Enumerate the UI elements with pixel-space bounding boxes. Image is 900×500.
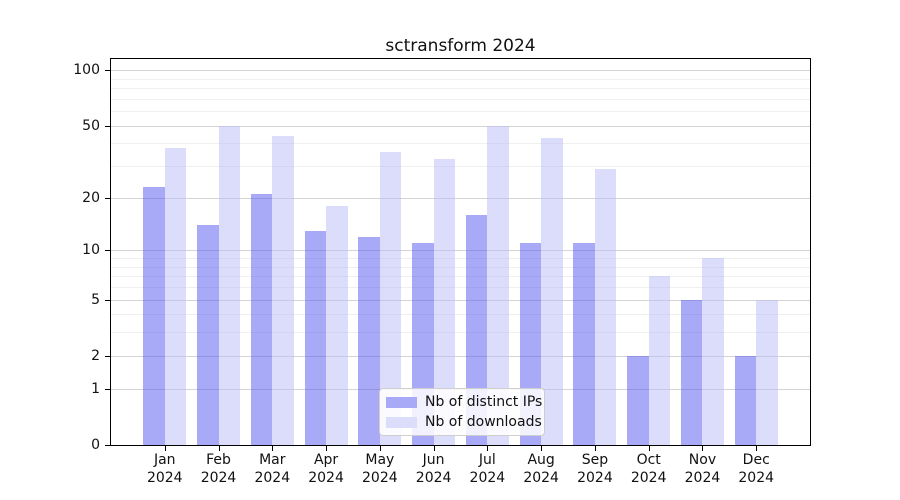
minor-gridline xyxy=(111,286,810,288)
x-tick-label: Aug 2024 xyxy=(523,452,559,486)
x-tick-label: Dec 2024 xyxy=(738,452,775,486)
y-tick-mark xyxy=(105,445,111,446)
minor-gridline xyxy=(111,276,810,278)
x-tick-label: Jan 2024 xyxy=(146,452,183,486)
x-tick-mark xyxy=(164,445,166,451)
bar-ips-apr xyxy=(304,230,327,445)
minor-gridline xyxy=(111,143,810,145)
bar-downloads-jul xyxy=(487,125,509,445)
x-tick-mark xyxy=(756,445,758,451)
legend-swatch-distinct-ips xyxy=(386,396,417,408)
legend-swatch-downloads xyxy=(386,416,417,428)
y-tick-mark xyxy=(105,197,111,199)
x-tick-mark xyxy=(487,445,489,451)
x-tick-mark xyxy=(702,445,704,451)
y-tick-mark xyxy=(105,125,111,127)
x-tick-mark xyxy=(379,445,381,451)
x-tick-label: Apr 2024 xyxy=(308,452,344,486)
bar-downloads-feb xyxy=(218,125,241,445)
bar-downloads-mar xyxy=(272,135,294,445)
bar-downloads-jun xyxy=(433,158,456,445)
y-tick-label: 50 xyxy=(82,117,100,134)
minor-gridline xyxy=(111,111,810,113)
x-tick-label: Nov 2024 xyxy=(684,452,721,486)
y-tick-mark xyxy=(105,355,111,357)
x-tick-label: Oct 2024 xyxy=(630,452,667,486)
major-gridline xyxy=(111,70,810,72)
bar-downloads-sep xyxy=(594,168,617,445)
major-gridline xyxy=(111,250,810,252)
bar-ips-nov xyxy=(680,299,703,445)
x-tick-label: Mar 2024 xyxy=(254,452,291,486)
y-tick-label: 100 xyxy=(73,62,100,79)
minor-gridline xyxy=(111,166,810,168)
x-tick-label: Sep 2024 xyxy=(577,452,613,486)
minor-gridline xyxy=(111,88,810,90)
minor-gridline xyxy=(111,78,810,80)
y-tick-mark xyxy=(105,299,111,301)
legend-label-distinct-ips: Nb of distinct IPs xyxy=(425,394,543,410)
y-tick-label: 0 xyxy=(91,437,100,453)
x-tick-label: Jul 2024 xyxy=(469,452,506,486)
bar-downloads-nov xyxy=(702,258,724,445)
bar-ips-mar xyxy=(250,194,273,445)
y-tick-label: 20 xyxy=(82,189,100,206)
y-tick-label: 5 xyxy=(91,291,100,308)
minor-gridline xyxy=(111,258,810,260)
x-tick-label: May 2024 xyxy=(362,452,398,486)
minor-gridline xyxy=(111,98,810,100)
y-tick-mark xyxy=(105,388,111,390)
legend-item-distinct-ips: Nb of distinct IPs xyxy=(386,394,544,410)
bar-downloads-oct xyxy=(648,276,671,445)
x-tick-mark xyxy=(648,445,650,451)
y-tick-mark xyxy=(105,70,111,72)
x-tick-mark xyxy=(272,445,274,451)
minor-gridline xyxy=(111,314,810,316)
bar-downloads-aug xyxy=(541,137,563,445)
x-tick-label: Jun 2024 xyxy=(415,452,452,486)
x-tick-mark xyxy=(541,445,543,451)
x-tick-mark xyxy=(433,445,435,451)
minor-gridline xyxy=(111,266,810,268)
major-gridline xyxy=(111,125,810,127)
bar-downloads-may xyxy=(379,151,402,445)
x-tick-label: Feb 2024 xyxy=(200,452,237,486)
bar-ips-jan xyxy=(143,186,165,445)
y-tick-mark xyxy=(105,250,111,252)
major-gridline xyxy=(111,355,810,357)
bar-ips-dec xyxy=(734,355,757,445)
bar-ips-jul xyxy=(465,214,488,445)
plot-area xyxy=(111,59,810,445)
minor-gridline xyxy=(111,332,810,334)
bar-ips-sep xyxy=(573,243,595,445)
bar-downloads-jan xyxy=(164,147,187,445)
major-gridline xyxy=(111,299,810,301)
legend-item-downloads: Nb of downloads xyxy=(386,414,544,430)
x-tick-mark xyxy=(218,445,220,451)
y-tick-label: 1 xyxy=(91,380,100,397)
y-tick-label: 10 xyxy=(82,242,100,259)
y-tick-label: 2 xyxy=(91,347,100,364)
chart-title: sctransform 2024 xyxy=(385,36,536,56)
x-tick-mark xyxy=(594,445,596,451)
bar-ips-oct xyxy=(627,355,649,445)
bar-downloads-dec xyxy=(756,299,778,445)
legend-label-downloads: Nb of downloads xyxy=(425,414,542,430)
bar-ips-may xyxy=(358,236,380,445)
bar-ips-feb xyxy=(197,225,219,445)
legend: Nb of distinct IPs Nb of downloads xyxy=(379,388,545,436)
bar-downloads-apr xyxy=(326,205,348,445)
x-tick-mark xyxy=(326,445,328,451)
major-gridline xyxy=(111,197,810,199)
